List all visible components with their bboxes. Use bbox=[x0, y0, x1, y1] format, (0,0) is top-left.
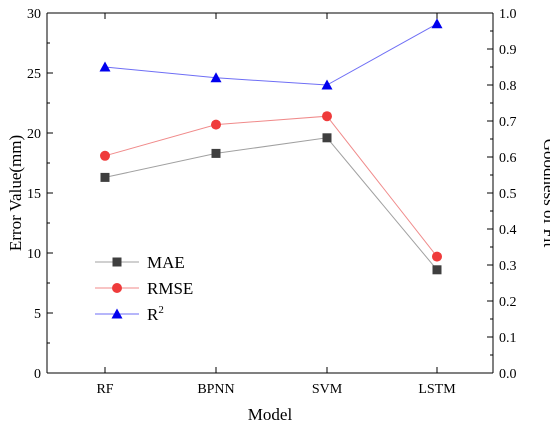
right-tick-label: 0.2 bbox=[499, 295, 517, 310]
point-rmse-rf bbox=[100, 150, 110, 161]
series-line-mae bbox=[104, 137, 438, 271]
right-tick-label: 0.1 bbox=[499, 331, 517, 346]
right-tick-label: 0.3 bbox=[499, 259, 517, 274]
point-rmse-svm bbox=[322, 111, 332, 122]
axes bbox=[46, 12, 494, 374]
series-markers bbox=[99, 18, 443, 275]
left-tick-label: 15 bbox=[27, 187, 41, 202]
right-tick-label: 0.6 bbox=[499, 151, 517, 166]
left-tick-label: 25 bbox=[27, 67, 41, 82]
point-rmse-lstm bbox=[432, 251, 442, 262]
right-tick-label: 0.8 bbox=[499, 79, 517, 94]
left-tick-label: 0 bbox=[34, 367, 41, 382]
right-tick-label: 0.4 bbox=[499, 223, 517, 238]
x-axis-title: Model bbox=[248, 405, 293, 424]
series-lines bbox=[104, 23, 438, 271]
point-mae-bpnn bbox=[211, 148, 221, 158]
point-mae-rf bbox=[100, 172, 110, 182]
left-tick-label: 5 bbox=[34, 307, 41, 322]
legend-marker-r2 bbox=[111, 308, 123, 319]
right-tick-label: 0.7 bbox=[499, 115, 517, 130]
left-tick-label: 10 bbox=[27, 247, 41, 262]
point-mae-svm bbox=[322, 133, 332, 143]
right-axis-title: Goodness of Fit bbox=[540, 139, 550, 248]
legend-label-mae: MAE bbox=[147, 253, 185, 272]
point-r2-bpnn bbox=[210, 72, 222, 83]
left-axis-title: Error Value(mm) bbox=[6, 135, 25, 251]
x-tick-label: LSTM bbox=[418, 382, 456, 397]
right-tick-label: 0.5 bbox=[499, 187, 517, 202]
legend-marker-rmse bbox=[112, 283, 122, 293]
left-tick-label: 30 bbox=[27, 7, 41, 22]
legend-label-rmse: RMSE bbox=[147, 279, 193, 298]
point-r2-svm bbox=[321, 79, 333, 90]
x-tick-label: BPNN bbox=[197, 382, 234, 397]
right-tick-label: 0.0 bbox=[499, 367, 517, 382]
legend-marker-mae bbox=[112, 257, 122, 267]
series-line-r2 bbox=[104, 23, 438, 86]
x-tick-label: RF bbox=[96, 382, 113, 397]
series-line-rmse bbox=[104, 115, 438, 257]
point-r2-rf bbox=[99, 61, 111, 72]
ticks: 0 5 10 15 20 25 30 0.0 0.1 0.2 0.3 0.4 0.5 0.6 0.7 0.8 0… bbox=[27, 7, 517, 397]
x-tick-label: SVM bbox=[312, 382, 343, 397]
legend: MAE RMSE R2 bbox=[95, 253, 193, 324]
left-tick-label: 20 bbox=[27, 127, 41, 142]
point-rmse-bpnn bbox=[211, 119, 221, 130]
right-tick-label: 1.0 bbox=[499, 7, 517, 22]
legend-label-r2: R2 bbox=[147, 304, 164, 324]
right-tick-label: 0.9 bbox=[499, 43, 517, 58]
point-r2-lstm bbox=[431, 18, 443, 29]
point-mae-lstm bbox=[432, 265, 442, 275]
